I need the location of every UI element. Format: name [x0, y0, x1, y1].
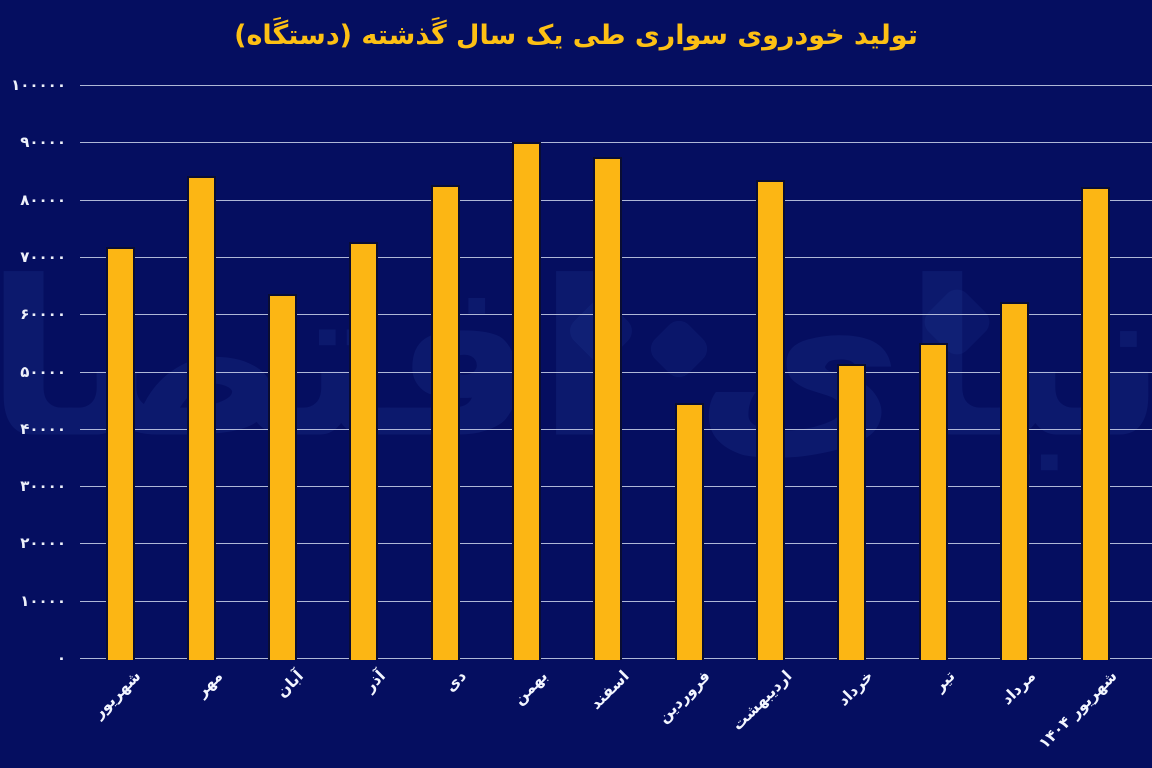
watermark-ornament: [645, 315, 713, 383]
x-tick-label: دی: [441, 667, 471, 696]
gridline: [80, 142, 1152, 144]
bar: [186, 175, 216, 660]
y-tick-label: ۰: [56, 649, 66, 667]
x-tick-label: بهمن: [510, 667, 552, 709]
y-tick-label: ۹۰۰۰۰: [20, 133, 66, 152]
y-tick-label: ۸۰۰۰۰: [20, 190, 66, 209]
y-tick-label: ۱۰۰۰۰۰: [11, 76, 66, 94]
bar: [1081, 186, 1111, 660]
x-tick-label: اردیبهشت: [728, 667, 796, 735]
x-tick-label: آبان: [273, 667, 308, 702]
x-tick-label: شهریور: [89, 667, 145, 722]
bar: [593, 157, 623, 660]
bar: [837, 364, 867, 660]
x-tick-label: آذر: [360, 667, 389, 696]
watermark-logo: دنیای اقتصاد: [0, 234, 1152, 486]
y-tick-label: ۲۰۰۰۰: [20, 534, 66, 553]
chart-title: تولید خودروی سواری طی یک سال گَذشته (دست…: [234, 20, 918, 51]
bar: [756, 179, 786, 660]
bar: [512, 142, 542, 660]
bar: [918, 342, 948, 660]
bar: [105, 246, 135, 660]
x-tick-label: تیر: [929, 667, 959, 696]
x-tick-label: شهریور ۱۴۰۴: [1035, 667, 1121, 753]
bar: [430, 184, 460, 660]
bar: [349, 242, 379, 660]
bar: [1000, 302, 1030, 660]
x-tick-label: اسفند: [586, 667, 633, 713]
y-tick-label: ۳۰۰۰۰: [20, 477, 66, 496]
y-tick-label: ۱۰۰۰۰: [20, 591, 66, 610]
y-tick-label: ۴۰۰۰۰: [20, 419, 66, 438]
bar: [674, 403, 704, 660]
x-tick-label: خرداد: [834, 667, 877, 710]
bar: [268, 294, 298, 660]
x-tick-label: فروردین: [654, 667, 715, 727]
y-tick-label: ۷۰۰۰۰: [20, 247, 66, 266]
x-tick-label: مهر: [192, 667, 227, 701]
x-tick-label: مرداد: [998, 667, 1040, 709]
y-tick-label: ۶۰۰۰۰: [20, 305, 66, 324]
y-tick-label: ۵۰۰۰۰: [20, 362, 66, 381]
gridline: [80, 85, 1152, 86]
